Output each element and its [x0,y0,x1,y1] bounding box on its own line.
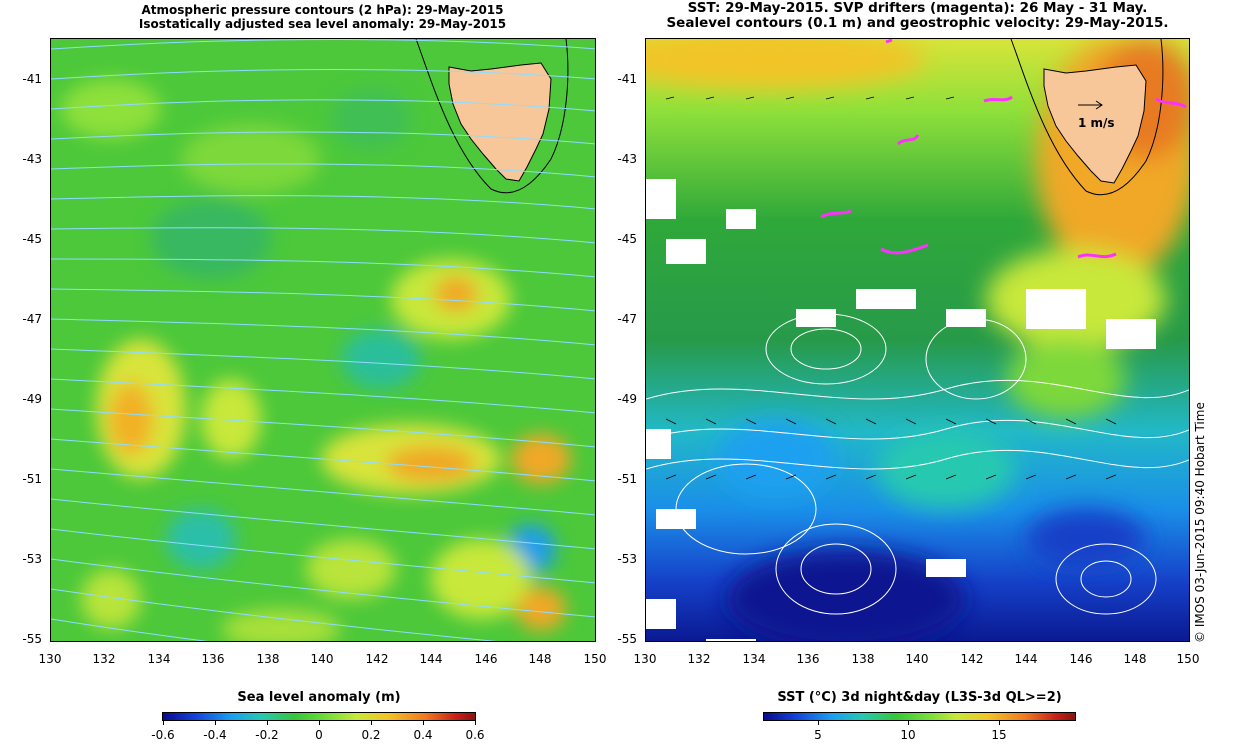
y-tick: -45 [22,232,42,246]
sea-level-anomaly-map [50,38,596,642]
y-tick: -51 [22,472,42,486]
colorbar-label: 0.6 [465,728,485,742]
colorbar-label: -0.6 [151,728,175,742]
x-tick: 138 [851,652,875,666]
x-tick: 146 [1069,652,1093,666]
x-tick: 148 [528,652,552,666]
tasmania-land [1043,64,1147,184]
velocity-scale-label: 1 m/s [1078,116,1115,130]
sea-level-anomaly-field [51,39,595,641]
y-tick: -41 [617,72,637,86]
y-tick: -53 [617,552,637,566]
imos-credit: © IMOS 03-Jun-2015 09:40 Hobart Time [1193,402,1207,643]
colorbar-label: 15 [991,728,1007,742]
x-tick: 144 [419,652,443,666]
velocity-scale-arrow [1078,100,1103,110]
x-tick: 136 [201,652,225,666]
x-tick: 138 [256,652,280,666]
colorbar-label: 0.2 [361,728,381,742]
svp-drifter-tracks [820,39,1187,259]
velocity-arrows [665,96,1117,480]
y-tick: -49 [22,392,42,406]
x-tick: 148 [1123,652,1147,666]
left-title-line1: Atmospheric pressure contours (2 hPa): 2… [141,3,504,17]
colorbar-label: 5 [814,728,822,742]
colorbar-label: -0.4 [203,728,227,742]
sealevel-contours [646,313,1189,615]
y-tick: -55 [617,632,637,646]
y-tick: -47 [22,312,42,326]
y-tick: -53 [22,552,42,566]
y-tick: -51 [617,472,637,486]
x-tick: 144 [1014,652,1038,666]
colorbar-label: -0.2 [255,728,279,742]
x-tick: 132 [687,652,711,666]
colorbar-label: 0.4 [413,728,433,742]
y-tick: -41 [22,72,42,86]
y-tick: -55 [22,632,42,646]
right-title-line1: SST: 29-May-2015. SVP drifters (magenta)… [687,0,1148,16]
right-panel-title: SST: 29-May-2015. SVP drifters (magenta)… [645,1,1190,31]
tasmania-land [448,62,552,182]
x-tick: 140 [905,652,929,666]
x-tick: 142 [365,652,389,666]
sst-colorbar-title: SST (°C) 3d night&day (L3S-3d QL>=2) [777,690,1062,705]
colorbar-label: 0 [315,728,323,742]
left-panel-title: Atmospheric pressure contours (2 hPa): 2… [50,3,595,31]
x-tick: 130 [38,652,62,666]
x-tick: 150 [1176,652,1200,666]
x-tick: 134 [742,652,766,666]
colorbar-label: 10 [900,728,916,742]
x-tick: 150 [583,652,607,666]
sst-field: 1 m/s [646,39,1189,641]
x-tick: 146 [474,652,498,666]
y-tick: -49 [617,392,637,406]
sst-map: 1 m/s [645,38,1190,642]
sea-level-colorbar-title: Sea level anomaly (m) [237,690,401,705]
sea-level-colorbar [162,712,476,721]
left-title-line2: Isostatically adjusted sea level anomaly… [138,17,507,31]
y-tick: -43 [617,152,637,166]
y-tick: -43 [22,152,42,166]
x-tick: 140 [310,652,334,666]
x-tick: 142 [960,652,984,666]
pressure-contours [51,39,595,641]
y-tick: -45 [617,232,637,246]
x-tick: 136 [796,652,820,666]
x-tick: 132 [92,652,116,666]
y-tick: -47 [617,312,637,326]
x-tick: 130 [633,652,657,666]
right-title-line2: Sealevel contours (0.1 m) and geostrophi… [666,15,1169,31]
anomaly-blobs [61,79,571,641]
sst-colorbar [763,712,1076,721]
x-tick: 134 [147,652,171,666]
